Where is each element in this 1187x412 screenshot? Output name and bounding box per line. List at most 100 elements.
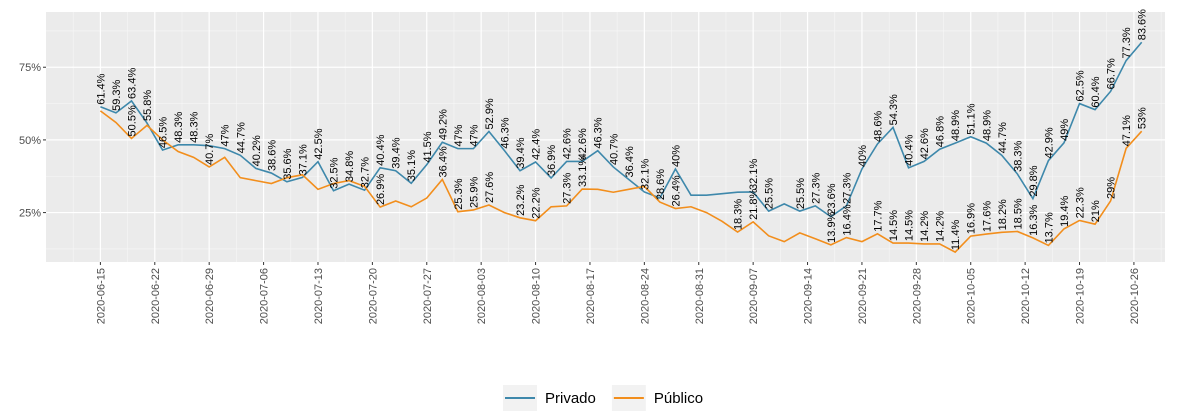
value-label: 50.5% <box>126 105 138 136</box>
value-label: 47% <box>453 124 465 146</box>
value-label: 62.5% <box>1075 70 1087 101</box>
value-label: 36.9% <box>546 145 558 176</box>
value-label: 18.5% <box>1012 198 1024 229</box>
value-label: 46.5% <box>158 117 170 148</box>
value-label: 42.6% <box>577 128 589 159</box>
value-label: 23.6% <box>826 183 838 214</box>
value-label: 38.6% <box>266 140 278 171</box>
grid <box>46 12 1165 262</box>
legend-label: Público <box>654 390 703 407</box>
value-label: 39.4% <box>391 137 403 168</box>
value-label: 22.3% <box>1075 187 1087 218</box>
value-label: 46.3% <box>499 117 511 148</box>
x-tick-label: 2020-08-24 <box>639 268 651 324</box>
value-label: 32.1% <box>639 159 651 190</box>
value-label: 54.3% <box>888 94 900 125</box>
x-tick-label: 2020-10-19 <box>1075 268 1087 324</box>
value-label: 40% <box>857 145 869 167</box>
value-label: 25.9% <box>468 177 480 208</box>
value-label: 16.9% <box>966 203 978 234</box>
value-label: 63.4% <box>126 68 138 99</box>
value-label: 25.5% <box>795 178 807 209</box>
value-label: 35.1% <box>406 150 418 181</box>
value-label: 27.6% <box>484 172 496 203</box>
value-label: 59.3% <box>111 79 123 110</box>
value-label: 40.4% <box>904 134 916 165</box>
value-label: 25.5% <box>764 178 776 209</box>
value-label: 16.3% <box>1028 204 1040 235</box>
value-label: 14.2% <box>919 211 931 242</box>
value-label: 46.8% <box>935 116 947 147</box>
value-label: 35.6% <box>282 148 294 179</box>
value-label: 38.3% <box>1012 141 1024 172</box>
value-label: 33.1% <box>577 156 589 187</box>
x-tick-label: 2020-08-31 <box>694 268 706 324</box>
value-label: 28.6% <box>655 169 667 200</box>
value-label: 40.2% <box>251 135 263 166</box>
value-label: 53% <box>1137 107 1149 129</box>
value-label: 55.8% <box>142 90 154 121</box>
x-tick-label: 2020-06-15 <box>95 268 107 324</box>
value-label: 19.4% <box>1059 195 1071 226</box>
y-tick-label: 25% <box>19 208 41 220</box>
value-label: 39.4% <box>515 137 527 168</box>
value-label: 41.5% <box>422 131 434 162</box>
value-label: 18.3% <box>733 199 745 230</box>
value-label: 34.8% <box>344 151 356 182</box>
value-label: 23.2% <box>515 184 527 215</box>
value-label: 32.5% <box>329 157 341 188</box>
y-tick-label: 50% <box>19 135 41 147</box>
x-tick-label: 2020-06-22 <box>150 268 162 324</box>
value-label: 40.4% <box>375 134 387 165</box>
value-label: 21% <box>1090 200 1102 222</box>
value-label: 36.4% <box>437 146 449 177</box>
value-label: 40.7% <box>608 134 620 165</box>
value-label: 18.2% <box>997 199 1009 230</box>
value-label: 42.5% <box>313 128 325 159</box>
value-label: 21.8% <box>748 188 760 219</box>
value-label: 25.3% <box>453 178 465 209</box>
x-tick-label: 2020-07-27 <box>422 268 434 324</box>
x-tick-label: 2020-09-07 <box>748 268 760 324</box>
value-label: 37.1% <box>297 144 309 175</box>
value-label: 42.4% <box>531 129 543 160</box>
value-label: 14.5% <box>888 210 900 241</box>
value-label: 44.7% <box>997 122 1009 153</box>
value-label: 29% <box>1106 177 1118 199</box>
series-line <box>99 110 1143 254</box>
value-label: 14.2% <box>935 211 947 242</box>
value-label: 40.7% <box>204 134 216 165</box>
value-label: 40% <box>670 145 682 167</box>
value-label: 26.4% <box>670 175 682 206</box>
value-label: 27.3% <box>810 172 822 203</box>
value-label: 32.7% <box>360 157 372 188</box>
x-tick-label: 2020-10-12 <box>1020 268 1032 324</box>
value-label: 29.8% <box>1028 165 1040 196</box>
x-tick-label: 2020-07-06 <box>259 268 271 324</box>
value-label: 48.3% <box>189 111 201 142</box>
value-label: 48.6% <box>872 111 884 142</box>
value-label: 44.7% <box>235 122 247 153</box>
x-tick-label: 2020-09-21 <box>857 268 869 324</box>
value-label: 47% <box>468 124 480 146</box>
value-label: 61.4% <box>95 73 107 104</box>
y-tick-label: 75% <box>19 62 41 74</box>
value-label: 13.7% <box>1043 212 1055 243</box>
x-tick-label: 2020-09-28 <box>911 268 923 324</box>
value-label: 47.1% <box>1121 115 1133 146</box>
x-tick-label: 2020-08-03 <box>476 268 488 324</box>
value-label: 49.2% <box>437 109 449 140</box>
value-label: 49% <box>1059 119 1071 141</box>
value-label: 42.6% <box>562 128 574 159</box>
x-tick-label: 2020-06-29 <box>204 268 216 324</box>
x-tick-label: 2020-10-26 <box>1129 268 1141 324</box>
value-label: 47% <box>220 124 232 146</box>
value-label: 60.4% <box>1090 76 1102 107</box>
x-tick-label: 2020-07-20 <box>367 268 379 324</box>
value-label: 46.3% <box>593 117 605 148</box>
legend: Privado Público <box>503 385 703 411</box>
value-label: 17.7% <box>872 200 884 231</box>
value-label: 16.4% <box>841 204 853 235</box>
value-label: 11.4% <box>950 220 962 251</box>
